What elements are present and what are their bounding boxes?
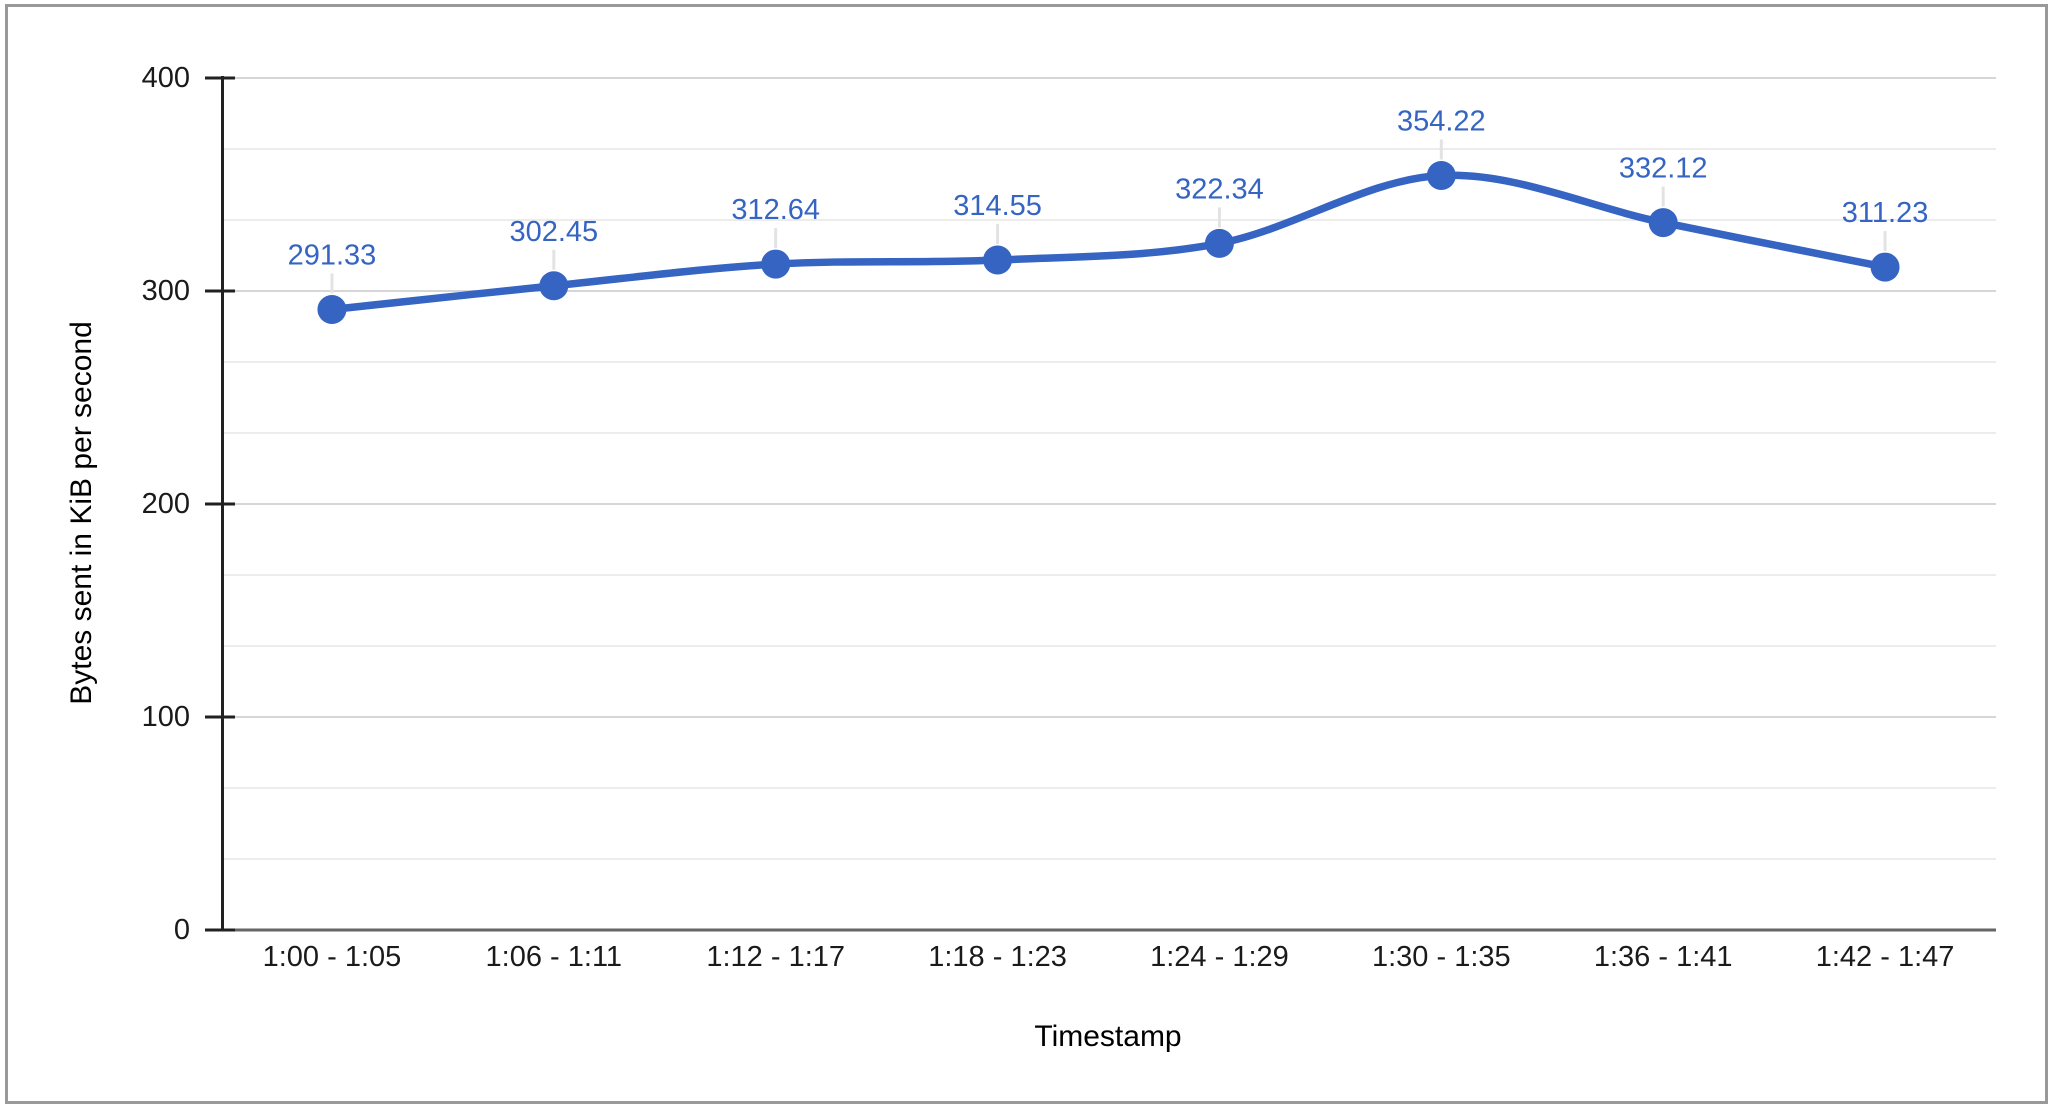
x-axis-tick-label: 1:24 - 1:29 bbox=[1150, 941, 1289, 973]
y-axis-tick-labels: 0 100 200 300 400 bbox=[142, 62, 190, 946]
data-series bbox=[317, 161, 1900, 324]
y-axis-tick-label: 200 bbox=[142, 488, 190, 520]
data-point-labels: 291.33 302.45 312.64 314.55 322.34 354.22 332.… bbox=[288, 106, 1929, 272]
data-point-marker bbox=[761, 249, 791, 279]
y-axis-tick-label: 0 bbox=[174, 914, 190, 946]
data-point-label: 314.55 bbox=[953, 190, 1042, 222]
data-point-marker bbox=[317, 294, 347, 324]
annotation-stems bbox=[330, 139, 1887, 294]
data-point-marker bbox=[1204, 228, 1234, 258]
y-axis-tick-label: 300 bbox=[142, 275, 190, 307]
x-axis-title: Timestamp bbox=[1034, 1020, 1181, 1053]
data-point-label: 354.22 bbox=[1397, 106, 1486, 138]
data-point-label: 312.64 bbox=[731, 194, 820, 226]
axes bbox=[205, 76, 1996, 932]
data-point-marker bbox=[1426, 161, 1456, 191]
x-axis-tick-label: 1:30 - 1:35 bbox=[1372, 941, 1511, 973]
data-point-marker bbox=[1870, 252, 1900, 282]
x-axis-tick-label: 1:06 - 1:11 bbox=[486, 941, 623, 973]
y-axis-tick-label: 100 bbox=[142, 701, 190, 733]
x-axis-tick-label: 1:36 - 1:41 bbox=[1594, 941, 1733, 973]
data-point-label: 302.45 bbox=[509, 216, 598, 248]
y-axis-tick-label: 400 bbox=[142, 62, 190, 94]
chart-frame: 0 100 200 300 400 1:00 - 1:05 1:06 - 1:11 1:12… bbox=[5, 4, 2048, 1104]
x-axis-tick-label: 1:18 - 1:23 bbox=[928, 941, 1067, 973]
data-point-marker bbox=[1648, 208, 1678, 238]
data-point-marker bbox=[983, 245, 1013, 275]
x-axis-tick-labels: 1:00 - 1:05 1:06 - 1:11 1:12 - 1:17 1:18 - … bbox=[263, 941, 1955, 973]
data-point-label: 311.23 bbox=[1842, 197, 1929, 229]
series-line bbox=[328, 171, 1889, 314]
minor-gridlines bbox=[221, 148, 1996, 860]
data-point-marker bbox=[539, 271, 569, 301]
data-point-label: 332.12 bbox=[1619, 153, 1708, 185]
major-gridlines bbox=[221, 77, 1996, 718]
line-chart: 0 100 200 300 400 1:00 - 1:05 1:06 - 1:11 1:12… bbox=[65, 62, 1996, 1053]
data-point-label: 322.34 bbox=[1175, 173, 1264, 205]
data-point-label: 291.33 bbox=[288, 239, 377, 271]
y-axis-title: Bytes sent in KiB per second bbox=[65, 321, 98, 705]
x-axis-tick-label: 1:42 - 1:47 bbox=[1816, 941, 1955, 973]
x-axis-tick-label: 1:00 - 1:05 bbox=[263, 941, 402, 973]
x-axis-tick-label: 1:12 - 1:17 bbox=[706, 941, 845, 973]
